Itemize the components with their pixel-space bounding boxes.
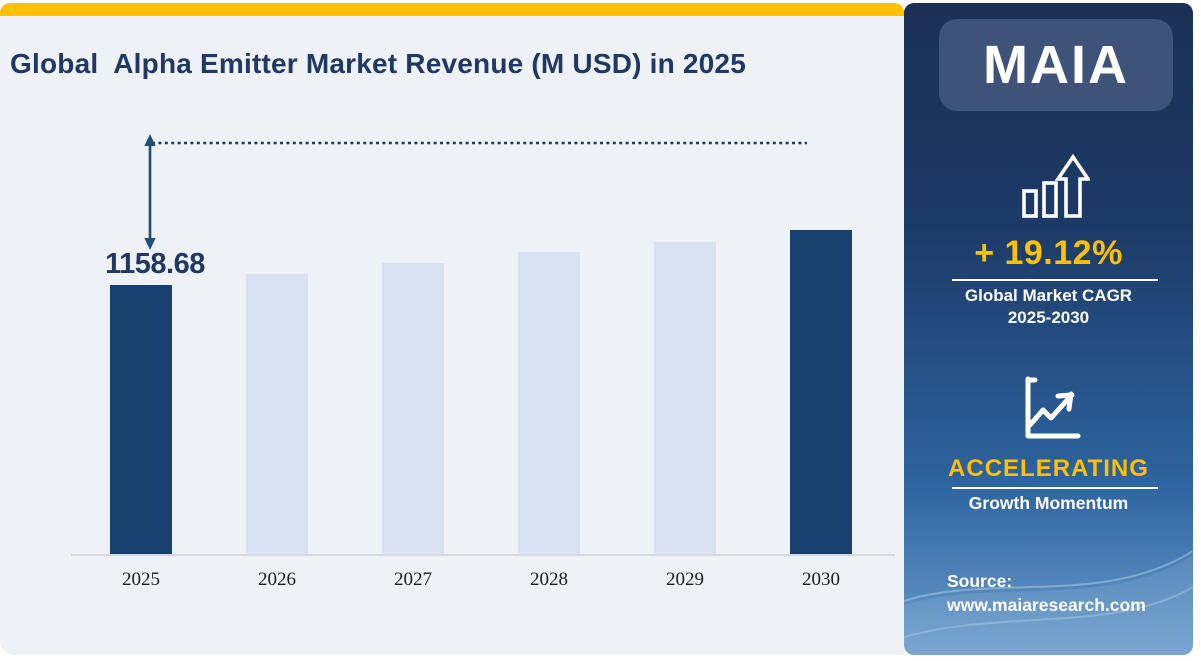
top-accent-bar xyxy=(0,3,904,16)
line-chart-icon xyxy=(1025,376,1081,439)
brand-panel: MAIA + 19.12% Global Market CAGR 2025-20… xyxy=(904,3,1193,655)
x-tick-2025: 2025 xyxy=(122,569,160,590)
divider xyxy=(952,487,1158,489)
bar-2027 xyxy=(382,263,444,555)
cagr-label: Global Market CAGR 2025-2030 xyxy=(904,285,1193,328)
x-tick-2028: 2028 xyxy=(530,569,568,590)
bar-growth-icon xyxy=(1022,153,1090,218)
bar-2030 xyxy=(790,230,852,555)
bar-2029 xyxy=(654,242,716,555)
bar-2025 xyxy=(110,285,172,555)
momentum-value: ACCELERATING xyxy=(948,455,1149,482)
divider xyxy=(952,279,1158,281)
chart-title: Global Alpha Emitter Market Revenue (M U… xyxy=(10,48,746,79)
bar-2026 xyxy=(246,274,308,555)
momentum-label: Growth Momentum xyxy=(968,493,1129,513)
x-tick-2029: 2029 xyxy=(666,569,704,590)
cagr-label-line1: Global Market CAGR xyxy=(964,286,1133,305)
data-label-2025: 1158.68 xyxy=(105,248,205,280)
bar-2028 xyxy=(518,252,580,555)
x-tick-2026: 2026 xyxy=(258,569,296,590)
source-block: Source: www.maiaresearch.com xyxy=(947,569,1146,617)
cagr-value: + 19.12% xyxy=(974,234,1123,272)
brand-logo-text: MAIA xyxy=(983,35,1129,95)
x-tick-2030: 2030 xyxy=(802,569,840,590)
x-axis-line xyxy=(71,554,895,556)
source-url: www.maiaresearch.com xyxy=(947,595,1146,615)
brand-logo: MAIA xyxy=(939,19,1173,111)
cagr-label-line2: 2025-2030 xyxy=(1007,307,1090,327)
source-label: Source: xyxy=(947,571,1013,591)
x-tick-2027: 2027 xyxy=(394,569,432,590)
